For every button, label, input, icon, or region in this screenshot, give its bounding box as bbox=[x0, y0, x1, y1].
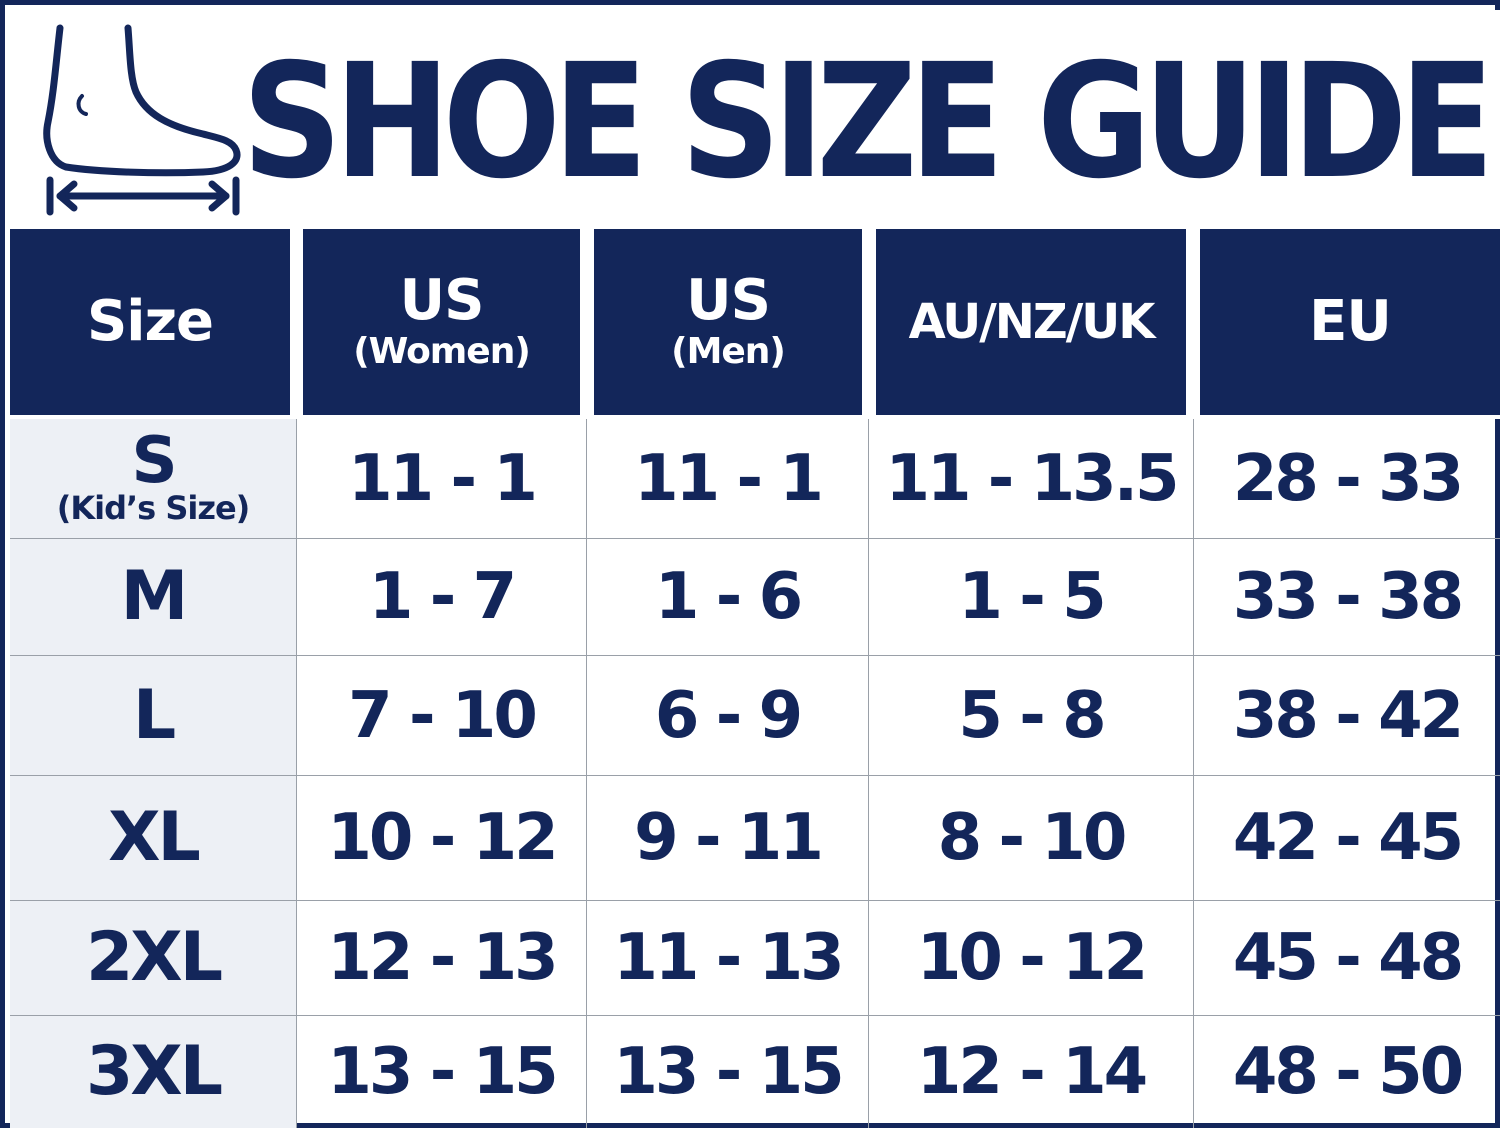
header-eu: EU bbox=[1200, 229, 1500, 415]
us-women-cell: 7 - 10 bbox=[297, 656, 587, 775]
size-label: L bbox=[132, 675, 176, 755]
size-label: S bbox=[131, 423, 177, 498]
eu-cell: 28 - 33 bbox=[1194, 419, 1500, 538]
size-label: M bbox=[120, 557, 189, 636]
us-men-value: 11 - 1 bbox=[634, 441, 824, 516]
size-label: 2XL bbox=[85, 918, 223, 997]
us-men-value: 11 - 13 bbox=[613, 921, 844, 995]
header-us-women-sublabel: (Women) bbox=[353, 331, 531, 372]
eu-value: 42 - 45 bbox=[1232, 801, 1464, 875]
us-women-cell: 12 - 13 bbox=[297, 901, 587, 1015]
us-women-cell: 1 - 7 bbox=[297, 539, 587, 655]
eu-cell: 42 - 45 bbox=[1194, 776, 1500, 900]
size-label: 3XL bbox=[85, 1032, 223, 1111]
table-row: 3XL 13 - 15 13 - 15 12 - 14 48 - 50 bbox=[10, 1015, 1500, 1128]
header-au-nz-uk-label: AU/NZ/UK bbox=[908, 294, 1156, 350]
au-nz-uk-value: 1 - 5 bbox=[958, 560, 1106, 634]
us-women-value: 13 - 15 bbox=[327, 1035, 558, 1109]
us-men-cell: 11 - 1 bbox=[587, 419, 869, 538]
eu-value: 38 - 42 bbox=[1232, 678, 1464, 753]
us-men-cell: 13 - 15 bbox=[587, 1016, 869, 1128]
header-size-label: Size bbox=[86, 289, 214, 354]
size-cell: S (Kid’s Size) bbox=[10, 419, 297, 538]
size-table: S (Kid’s Size) 11 - 1 11 - 1 11 - 13.5 2… bbox=[10, 419, 1500, 1128]
size-cell: L bbox=[10, 656, 297, 775]
size-label: XL bbox=[108, 798, 201, 877]
au-nz-uk-value: 12 - 14 bbox=[916, 1035, 1148, 1109]
title-bar: SHOE SIZE GUIDE bbox=[10, 10, 1500, 225]
header-us-women: US (Women) bbox=[303, 229, 580, 415]
au-nz-uk-value: 8 - 10 bbox=[937, 801, 1128, 875]
eu-value: 45 - 48 bbox=[1232, 921, 1464, 995]
au-nz-uk-cell: 11 - 13.5 bbox=[869, 419, 1194, 538]
us-women-cell: 10 - 12 bbox=[297, 776, 587, 900]
size-cell: M bbox=[10, 539, 297, 655]
eu-value: 48 - 50 bbox=[1232, 1035, 1464, 1109]
us-men-cell: 9 - 11 bbox=[587, 776, 869, 900]
table-row: M 1 - 7 1 - 6 1 - 5 33 - 38 bbox=[10, 538, 1500, 655]
us-women-value: 1 - 7 bbox=[368, 560, 517, 634]
us-women-cell: 13 - 15 bbox=[297, 1016, 587, 1128]
us-women-cell: 11 - 1 bbox=[297, 419, 587, 538]
table-header: Size US (Women) US (Men) AU/NZ/UK EU bbox=[5, 225, 1500, 419]
header-us-men: US (Men) bbox=[594, 229, 862, 415]
foot-measure-icon bbox=[43, 24, 241, 216]
au-nz-uk-cell: 12 - 14 bbox=[869, 1016, 1194, 1128]
us-men-value: 9 - 11 bbox=[634, 801, 824, 875]
size-cell: XL bbox=[10, 776, 297, 900]
size-cell: 2XL bbox=[10, 901, 297, 1015]
us-men-value: 6 - 9 bbox=[654, 678, 803, 753]
au-nz-uk-value: 10 - 12 bbox=[916, 921, 1148, 995]
au-nz-uk-cell: 1 - 5 bbox=[869, 539, 1194, 655]
au-nz-uk-value: 5 - 8 bbox=[958, 678, 1106, 753]
au-nz-uk-cell: 10 - 12 bbox=[869, 901, 1194, 1015]
header-us-women-label: US bbox=[399, 268, 485, 333]
us-men-value: 1 - 6 bbox=[654, 560, 803, 634]
eu-cell: 48 - 50 bbox=[1194, 1016, 1500, 1128]
eu-cell: 33 - 38 bbox=[1194, 539, 1500, 655]
page-title: SHOE SIZE GUIDE bbox=[242, 30, 1494, 214]
us-women-value: 7 - 10 bbox=[348, 678, 538, 753]
eu-cell: 38 - 42 bbox=[1194, 656, 1500, 775]
table-row: XL 10 - 12 9 - 11 8 - 10 42 - 45 bbox=[10, 775, 1500, 900]
table-row: S (Kid’s Size) 11 - 1 11 - 1 11 - 13.5 2… bbox=[10, 419, 1500, 538]
eu-value: 33 - 38 bbox=[1232, 560, 1464, 634]
table-row: 2XL 12 - 13 11 - 13 10 - 12 45 - 48 bbox=[10, 900, 1500, 1015]
size-cell: 3XL bbox=[10, 1016, 297, 1128]
us-women-value: 12 - 13 bbox=[327, 921, 558, 995]
us-men-cell: 11 - 13 bbox=[587, 901, 869, 1015]
table-row: L 7 - 10 6 - 9 5 - 8 38 - 42 bbox=[10, 655, 1500, 775]
us-women-value: 11 - 1 bbox=[348, 441, 538, 516]
eu-value: 28 - 33 bbox=[1232, 441, 1464, 516]
us-men-cell: 1 - 6 bbox=[587, 539, 869, 655]
au-nz-uk-value: 11 - 13.5 bbox=[885, 441, 1179, 516]
us-men-value: 13 - 15 bbox=[613, 1035, 844, 1109]
header-us-men-sublabel: (Men) bbox=[671, 331, 786, 372]
size-note: (Kid’s Size) bbox=[56, 488, 251, 527]
header-size: Size bbox=[10, 229, 290, 415]
header-au-nz-uk: AU/NZ/UK bbox=[876, 229, 1186, 415]
header-us-men-label: US bbox=[686, 268, 771, 333]
us-women-value: 10 - 12 bbox=[327, 801, 558, 875]
au-nz-uk-cell: 8 - 10 bbox=[869, 776, 1194, 900]
eu-cell: 45 - 48 bbox=[1194, 901, 1500, 1015]
us-men-cell: 6 - 9 bbox=[587, 656, 869, 775]
header-eu-label: EU bbox=[1309, 289, 1392, 354]
au-nz-uk-cell: 5 - 8 bbox=[869, 656, 1194, 775]
